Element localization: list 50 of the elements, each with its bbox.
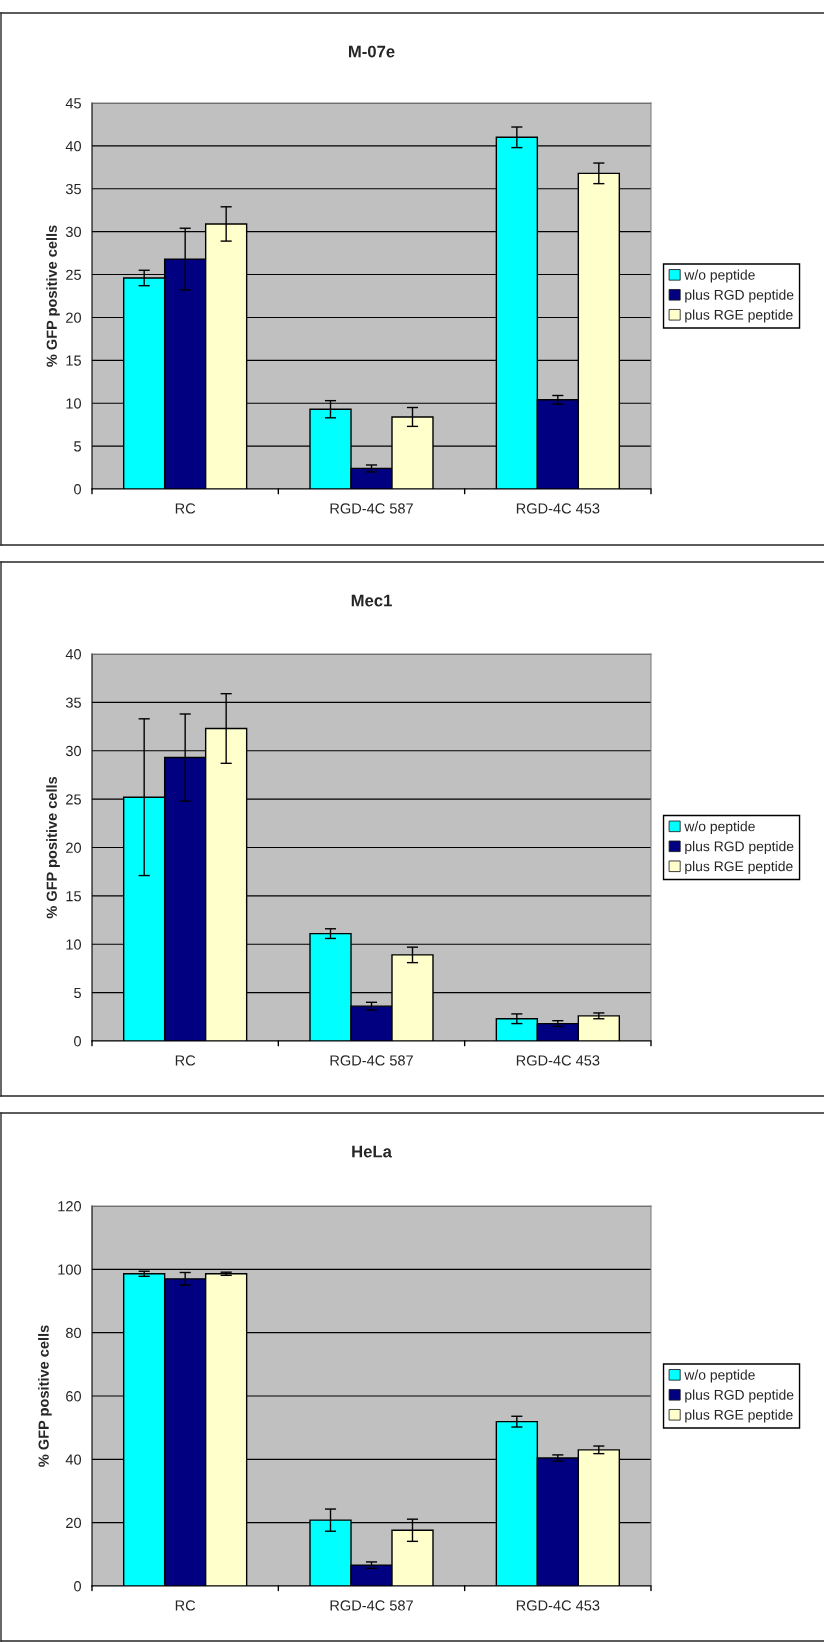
y-tick-label: 35 — [65, 697, 81, 708]
y-tick-label: 5 — [74, 441, 81, 452]
x-tick-label: RGD-4C 587 — [330, 1055, 413, 1066]
y-tick-label: 100 — [58, 1264, 82, 1275]
x-tick-label: RC — [175, 1055, 196, 1066]
y-tick-label: 0 — [74, 1036, 82, 1047]
y-tick-label: 45 — [65, 98, 81, 109]
y-tick-label: 30 — [65, 745, 82, 757]
y-tick-label: 40 — [65, 1454, 82, 1465]
y-tick-label: 80 — [66, 1327, 82, 1339]
legend-label: plus RGD peptide — [685, 1389, 794, 1403]
y-tick-label: 40 — [65, 140, 82, 152]
x-tick-label: RGD-4C 587 — [330, 503, 413, 514]
legend-label: plus RGE peptide — [685, 1409, 793, 1423]
y-axis-title: % GFP positive cells — [38, 1325, 52, 1467]
legend-label: w/o peptide — [684, 821, 755, 835]
x-tick-label: RGD-4C 453 — [516, 1055, 600, 1066]
y-tick-label: 60 — [66, 1391, 82, 1402]
x-tick-label: RGD-4C 453 — [516, 1600, 600, 1611]
legend-label: plus RGE peptide — [685, 861, 793, 874]
y-tick-label: 10 — [66, 398, 82, 409]
x-tick-label: RC — [175, 1600, 196, 1611]
y-tick-label: 20 — [66, 312, 82, 323]
y-tick-label: 15 — [66, 355, 81, 366]
y-tick-label: 15 — [66, 891, 81, 902]
x-tick-label: RGD-4C 587 — [330, 1600, 413, 1611]
y-axis-title: % GFP positive cells — [46, 225, 60, 367]
legend-label: w/o peptide — [684, 1369, 755, 1383]
legend-label: plus RGE peptide — [685, 309, 793, 323]
y-tick-label: 35 — [65, 183, 81, 195]
chart-title: M-07e — [349, 45, 395, 58]
chart-title: Mec1 — [351, 594, 392, 607]
x-tick-label: RC — [175, 503, 196, 514]
chart-title: HeLa — [352, 1145, 392, 1158]
y-tick-label: 25 — [66, 269, 81, 280]
y-tick-label: 30 — [65, 226, 82, 238]
y-tick-label: 10 — [66, 939, 82, 950]
y-tick-label: 40 — [65, 649, 82, 660]
y-tick-label: 25 — [66, 794, 81, 805]
legend-label: plus RGD peptide — [685, 841, 794, 855]
legend-label: w/o peptide — [684, 269, 755, 283]
y-tick-label: 0 — [74, 1581, 82, 1592]
y-tick-label: 20 — [66, 1517, 82, 1529]
y-axis-title: % GFP positive cells — [46, 776, 60, 919]
x-tick-label: RGD-4C 453 — [516, 503, 600, 514]
y-tick-label: 120 — [58, 1201, 82, 1212]
legend-label: plus RGD peptide — [685, 289, 794, 303]
y-tick-label: 0 — [74, 484, 82, 495]
y-tick-label: 20 — [66, 842, 82, 853]
y-tick-label: 5 — [74, 987, 81, 999]
